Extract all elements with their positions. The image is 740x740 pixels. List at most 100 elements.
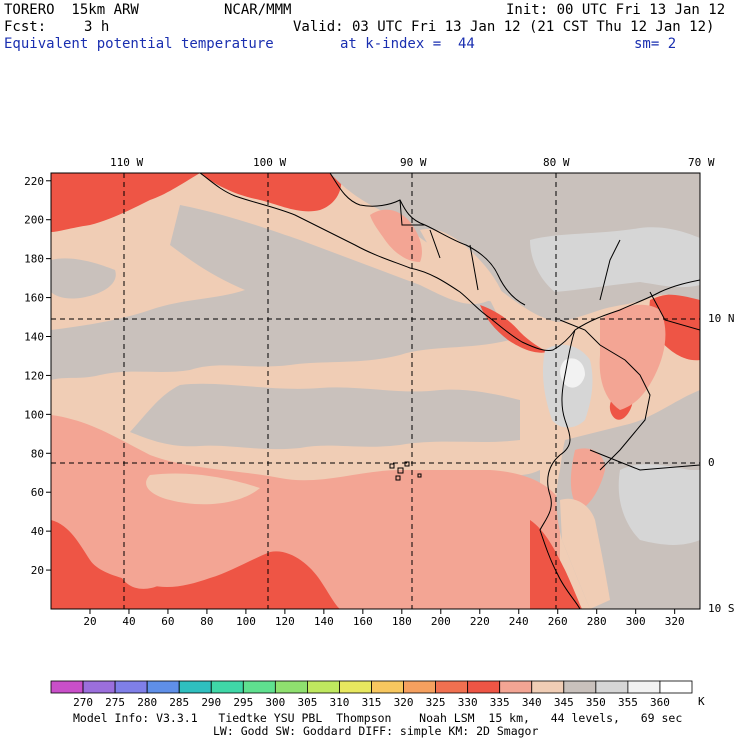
coastlines	[199, 173, 700, 609]
physics-info: LW: Godd SW: Goddard DIFF: simple KM: 2D…	[213, 724, 539, 738]
forecast-label: Fcst:	[4, 19, 47, 35]
field-name: Equivalent potential temperature	[4, 36, 274, 52]
x-tick-label: 280	[587, 615, 607, 628]
field-fill-340-central-america	[420, 229, 505, 302]
colorbar-label: 290	[201, 696, 221, 709]
x-tick-label: 220	[470, 615, 490, 628]
y-tick-label: 200	[24, 214, 44, 227]
colorbar-swatch	[50, 680, 84, 694]
y-tick-label: 40	[31, 525, 44, 538]
colorbar-swatch	[178, 680, 212, 694]
model-title: TORERO 15km ARW	[4, 2, 139, 18]
theta-e-field	[51, 173, 700, 609]
x-tick-label: 140	[314, 615, 334, 628]
colorbar-label: 280	[137, 696, 157, 709]
colorbar-label: 360	[650, 696, 670, 709]
x-axis-ticks: 20 40 60 80 100 120 140 160 180 200 220 240 260 280 30…	[83, 609, 685, 628]
colorbar-swatch	[82, 680, 116, 694]
y-tick-label: 100	[24, 408, 44, 421]
colorbar-label: 300	[265, 696, 285, 709]
colorbar-swatch	[403, 680, 436, 694]
x-tick-label: 40	[122, 615, 135, 628]
latlon-grid	[51, 173, 700, 609]
center-label: NCAR/MMM	[224, 2, 292, 18]
colorbar-swatch	[114, 680, 148, 694]
x-tick-label: 240	[509, 615, 529, 628]
x-tick-label: 320	[665, 615, 685, 628]
colorbar-label: 320	[394, 696, 414, 709]
x-tick-label: 80	[200, 615, 213, 628]
colorbar-swatch	[435, 680, 469, 694]
colorbar-swatch	[371, 680, 404, 694]
colorbar-label: 335	[490, 696, 510, 709]
init-time: Init: 00 UTC Fri 13 Jan 12	[506, 2, 726, 18]
colorbar-label: 305	[297, 696, 317, 709]
y-tick-label: 160	[24, 292, 44, 305]
x-tick-label: 60	[161, 615, 174, 628]
lon-label: 70 W	[688, 156, 715, 169]
x-tick-label: 200	[431, 615, 451, 628]
colorbar-label: 350	[586, 696, 606, 709]
smoothing-label: sm= 2	[634, 36, 677, 52]
field-fill-330-nw	[51, 173, 200, 232]
field-fill-330-sw-inner	[120, 573, 160, 589]
colorbar-unit: K	[698, 695, 705, 708]
colorbar-swatch	[210, 680, 244, 694]
colorbar-label: 275	[105, 696, 125, 709]
x-tick-label: 100	[236, 615, 256, 628]
lat-label: 0	[708, 456, 715, 469]
y-tick-label: 60	[31, 486, 44, 499]
x-tick-label: 120	[275, 615, 295, 628]
model-info: Model Info: V3.3.1 Tiedtke YSU PBL Thomp…	[73, 711, 683, 725]
x-tick-label: 300	[626, 615, 646, 628]
colorbar-swatch	[467, 680, 501, 694]
colorbar-label: 325	[426, 696, 446, 709]
colorbar-label: 310	[330, 696, 350, 709]
y-tick-label: 80	[31, 447, 44, 460]
field-fill-330-costa-rica	[480, 305, 548, 353]
colorbar-label: 270	[73, 696, 93, 709]
colorbar-swatch	[306, 680, 340, 694]
y-tick-label: 20	[31, 564, 44, 577]
colorbar-swatch	[659, 680, 693, 694]
colorbar-swatch	[242, 680, 276, 694]
colorbar-label: 295	[233, 696, 253, 709]
field-fill-340-peru	[560, 498, 610, 609]
coastline-central-america	[199, 173, 621, 351]
lat-label: 10 N	[708, 312, 735, 325]
field-fill-335-guatemala	[370, 209, 422, 262]
field-fill-355-caribbean	[530, 227, 700, 292]
lon-label: 110 W	[110, 156, 143, 169]
field-fill-330-colombia	[649, 294, 700, 361]
x-tick-label: 20	[83, 615, 96, 628]
colorbar-swatch	[595, 680, 629, 694]
lon-label: 90 W	[400, 156, 427, 169]
x-tick-label: 160	[353, 615, 373, 628]
field-fill-330-sw	[51, 520, 340, 609]
colorbar-swatch	[627, 680, 661, 694]
y-tick-label: 220	[24, 175, 44, 188]
field-fill-335-colombia	[599, 304, 666, 410]
border-lines	[399, 199, 700, 471]
field-fill-355-amazon	[618, 464, 700, 545]
y-tick-label: 180	[24, 253, 44, 266]
colorbar-swatch	[499, 680, 533, 694]
map-frame	[50, 172, 701, 610]
colorbar-label: 340	[522, 696, 542, 709]
field-fill-345-band-north	[51, 205, 510, 380]
field-fill-345-patch-west	[51, 258, 116, 299]
colorbar-swatch	[339, 680, 372, 694]
galapagos-islands	[389, 461, 422, 481]
colorbar-swatch	[563, 680, 597, 694]
field-fill-345-band-mid	[130, 383, 520, 450]
colorbar-swatch	[274, 680, 308, 694]
lon-label: 100 W	[253, 156, 286, 169]
valid-time: Valid: 03 UTC Fri 13 Jan 12 (21 CST Thu …	[293, 19, 715, 35]
colorbar-label: 355	[618, 696, 638, 709]
field-fill-335-andes-south	[570, 448, 605, 510]
field-fill-340-tongue	[146, 473, 260, 505]
lat-label: 10 S	[708, 602, 735, 615]
lon-label: 80 W	[543, 156, 570, 169]
colorbar-label: 330	[458, 696, 478, 709]
